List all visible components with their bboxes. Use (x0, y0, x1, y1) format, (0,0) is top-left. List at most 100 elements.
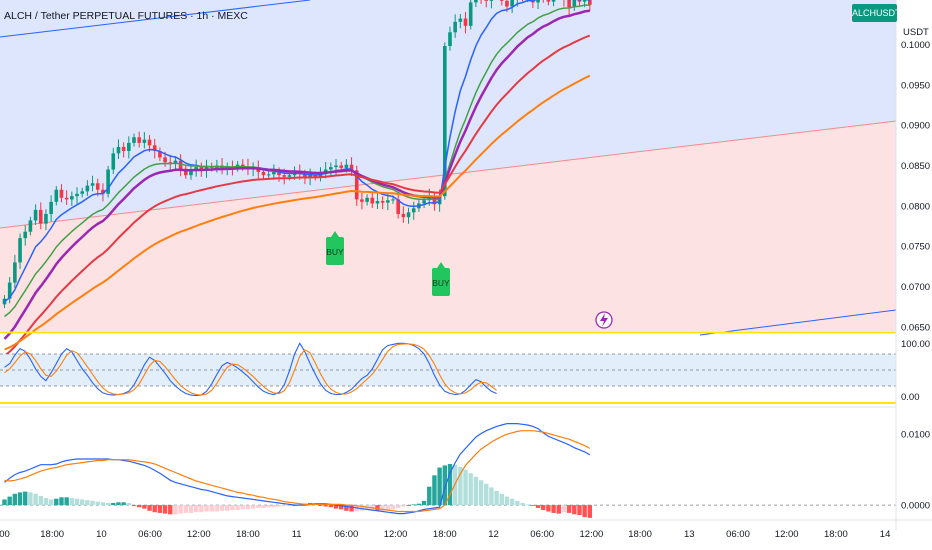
macd-histogram-bar (473, 476, 479, 506)
macd-histogram-bar (173, 505, 178, 515)
macd-histogram-bar (499, 493, 504, 506)
candle-body (577, 0, 582, 2)
candle-body (101, 189, 105, 194)
macd-histogram-bar (219, 505, 225, 511)
candle-body (178, 160, 183, 169)
macd-histogram-bar (395, 505, 401, 508)
macd-histogram-bar (489, 487, 494, 506)
candle-body (137, 137, 141, 143)
ema-orange-line (4, 74, 591, 351)
ema-fast-line (4, 0, 590, 303)
macd-histogram-bar (131, 505, 137, 506)
time-tick-label: 18:00 (433, 529, 457, 540)
macd-histogram-bar (577, 505, 582, 516)
candle-body (28, 220, 33, 232)
candle-body (406, 212, 411, 218)
candle-body (272, 171, 276, 175)
time-tick-label: 10 (96, 529, 107, 540)
candle-body (582, 0, 587, 2)
candle-body (116, 146, 121, 154)
macd-histogram-bar (520, 502, 525, 506)
macd-histogram-bar (214, 505, 220, 512)
stoch-k-line (4, 342, 497, 397)
macd-histogram-bar (375, 505, 380, 511)
macd-histogram-bar (80, 499, 85, 506)
macd-histogram-bar (142, 505, 147, 509)
macd-histogram-bar (380, 505, 385, 511)
macd-histogram-bar (541, 505, 546, 511)
stoch-d-line (4, 343, 497, 396)
macd-histogram-bar (344, 505, 349, 511)
macd-histogram-bar (333, 505, 339, 509)
macd-histogram-bar (484, 483, 489, 506)
candle-body (23, 231, 28, 239)
time-tick-label: 12:00 (775, 529, 799, 540)
price-tick-label: 0.0800 (901, 201, 930, 212)
macd-histogram-bar (411, 504, 416, 506)
candle-body (308, 175, 312, 178)
macd-histogram-bar (23, 491, 28, 506)
candle-body (282, 175, 287, 177)
candle-body (59, 189, 64, 198)
macd-histogram-bar (447, 464, 453, 506)
macd-histogram-bar (209, 505, 214, 512)
ema-purple-line (3, 9, 590, 340)
buy-signal-label[interactable] (326, 237, 344, 265)
time-tick-label: 13 (684, 529, 695, 540)
macd-histogram-bar (43, 498, 49, 506)
macd-histogram-bar (566, 505, 572, 513)
macd-tick-label: 0.0100 (901, 430, 930, 441)
candle-body (334, 165, 338, 168)
candle-body (147, 139, 152, 146)
macd-histogram-bar (116, 502, 121, 506)
macd-histogram-bar (204, 505, 209, 512)
candle-body (18, 238, 22, 263)
macd-histogram-bar (530, 505, 536, 506)
macd-histogram-bar (69, 498, 75, 506)
candle-body (95, 183, 100, 190)
macd-histogram-bar (276, 505, 282, 507)
time-tick-label: 12:00 (384, 529, 408, 540)
time-tick-label: 12:00 (580, 529, 604, 540)
macd-histogram-bar (546, 505, 551, 512)
macd-histogram-bar (416, 503, 422, 506)
candle-body (370, 197, 375, 204)
macd-histogram-bar (442, 465, 447, 506)
time-tick-label: 18:00 (628, 529, 652, 540)
candle-body (458, 18, 463, 22)
stoch-tick-label: 0.00 (901, 392, 920, 403)
macd-histogram-bar (587, 505, 593, 518)
macd-histogram-bar (193, 505, 199, 513)
macd-histogram-bar (17, 492, 23, 506)
pane-divider-highlight (0, 402, 932, 404)
macd-histogram-bar (183, 505, 188, 513)
candle-body (443, 46, 447, 197)
candle-body (411, 208, 416, 213)
macd-histogram-bar (245, 505, 251, 510)
macd-histogram-bar (250, 505, 256, 509)
macd-histogram-bar (235, 505, 240, 511)
macd-line (4, 423, 591, 515)
currency-label[interactable]: USDT (903, 27, 929, 38)
candle-body (85, 185, 90, 192)
price-scale[interactable] (896, 0, 932, 550)
lightning-glyph (600, 313, 608, 327)
macd-histogram-bar (48, 499, 54, 506)
candle-body (111, 153, 116, 170)
candle-body (401, 213, 406, 218)
macd-histogram-bar (28, 492, 33, 506)
macd-histogram-bar (582, 505, 587, 518)
candle-body (396, 199, 400, 214)
time-tick-label: 06:00 (334, 529, 358, 540)
buy-signal-label[interactable] (432, 268, 450, 296)
channel-bottom-line (699, 309, 897, 336)
candle-body (121, 146, 126, 151)
price-tick-label: 0.0900 (901, 121, 930, 132)
candle-body (339, 165, 343, 168)
price-tick-label: 0.0850 (901, 161, 930, 172)
macd-histogram-bar (535, 505, 541, 508)
buy-arrow-icon (437, 262, 445, 268)
macd-histogram-bar (556, 505, 561, 514)
candle-body (360, 199, 364, 202)
